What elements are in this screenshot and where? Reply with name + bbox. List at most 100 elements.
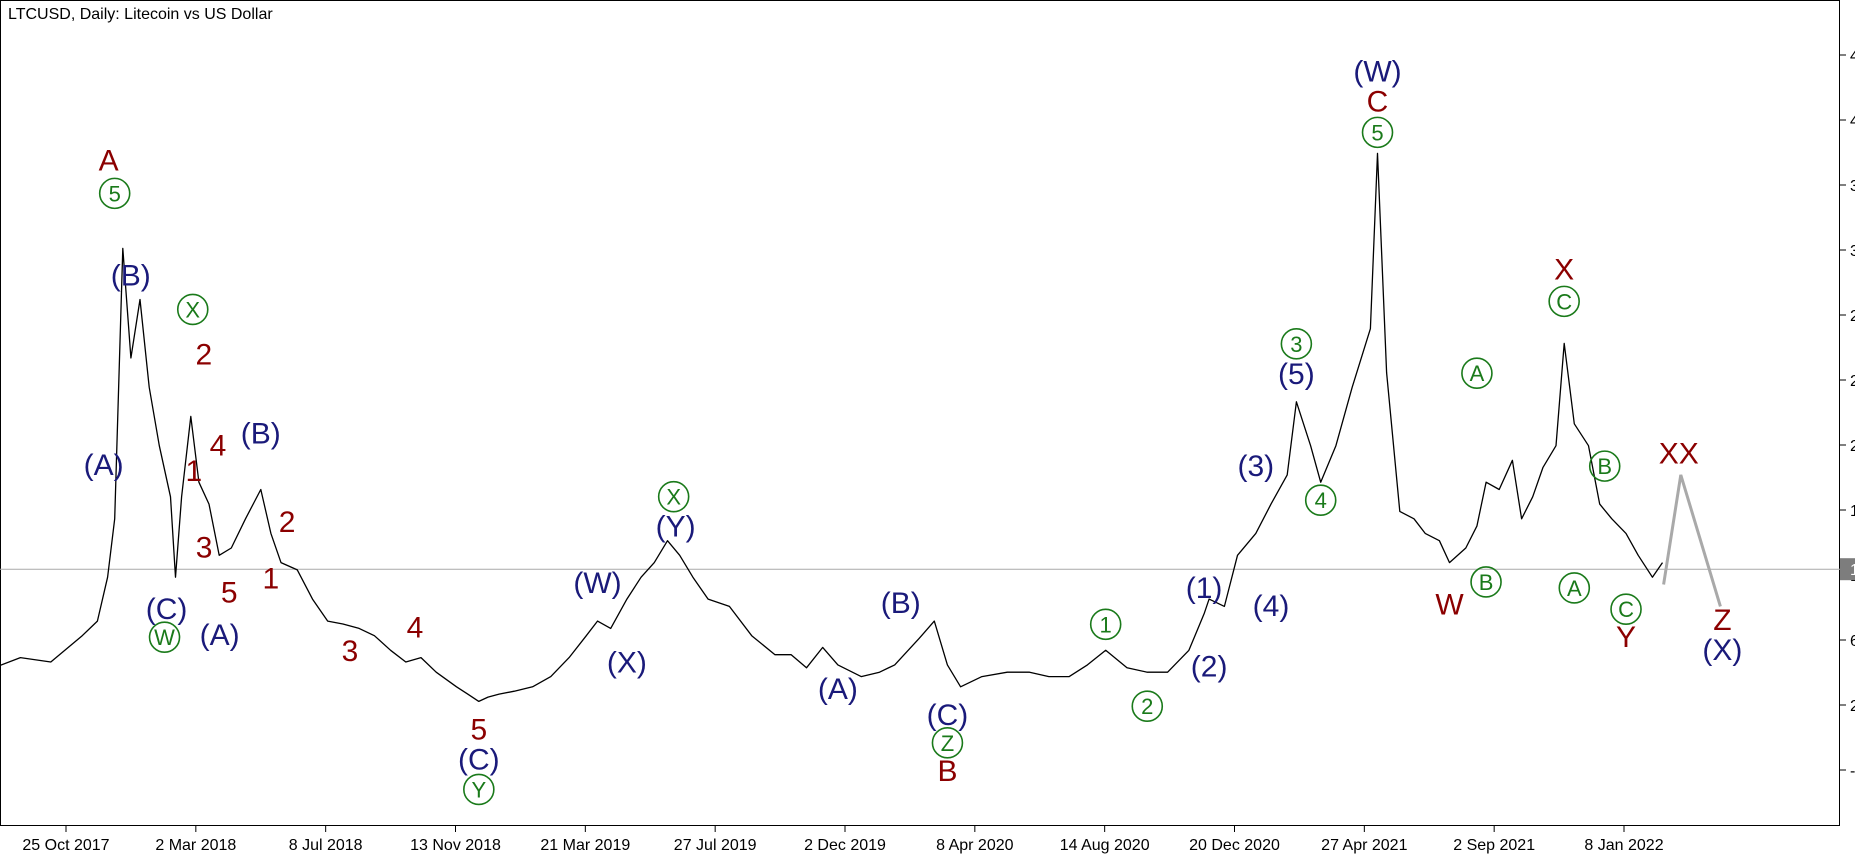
price-series-line bbox=[0, 152, 1664, 703]
wave-label-circle bbox=[1461, 357, 1493, 390]
wave-label: W bbox=[1435, 589, 1464, 622]
x-tick-label: 8 Jan 2022 bbox=[1584, 837, 1663, 854]
y-tick-label: 67.04150 bbox=[1850, 633, 1855, 650]
wave-label: 3 bbox=[342, 635, 359, 668]
wave-label-circle bbox=[1610, 593, 1642, 626]
wave-label-circle bbox=[1558, 572, 1591, 604]
wave-label: Z bbox=[941, 731, 954, 756]
wave-label: A bbox=[1470, 361, 1485, 386]
wave-label: 4 bbox=[1315, 488, 1327, 513]
y-tick-label: 155.98790 bbox=[1850, 503, 1855, 520]
wave-label: C bbox=[1556, 289, 1572, 314]
wave-label-circle bbox=[1548, 285, 1580, 318]
x-tick-label: 2 Sep 2021 bbox=[1453, 837, 1535, 854]
wave-label: (X) bbox=[1702, 634, 1742, 667]
wave-label: A bbox=[1567, 576, 1582, 601]
wave-label: 5 bbox=[109, 181, 121, 206]
wave-label-circle bbox=[1588, 450, 1621, 482]
wave-label-circle bbox=[148, 621, 181, 654]
wave-label: B bbox=[1479, 570, 1494, 595]
y-tick-label: 422.82710 bbox=[1850, 113, 1855, 130]
current-price-box bbox=[1840, 558, 1855, 581]
wave-label: X bbox=[666, 485, 681, 510]
wave-label: 5 bbox=[470, 713, 487, 746]
wave-label: X bbox=[185, 297, 200, 322]
y-tick-label: 378.35390 bbox=[1850, 178, 1855, 195]
wave-label: (2) bbox=[1191, 650, 1228, 683]
wave-label: (B) bbox=[881, 587, 921, 620]
wave-label-circle bbox=[657, 480, 690, 513]
x-tick-label: 27 Jul 2019 bbox=[674, 837, 757, 854]
projection-line bbox=[1662, 474, 1722, 607]
wave-label: (Y) bbox=[656, 511, 696, 544]
wave-label: (4) bbox=[1253, 590, 1290, 623]
wave-label: 5 bbox=[221, 577, 238, 610]
wave-label: XX bbox=[1659, 438, 1699, 471]
wave-label: (B) bbox=[111, 260, 151, 293]
y-tick-label: -21.90490 bbox=[1850, 763, 1855, 780]
wave-label: 4 bbox=[407, 612, 424, 645]
wave-label-circle bbox=[176, 293, 209, 326]
wave-label: 3 bbox=[196, 531, 213, 564]
x-tick-label: 8 Apr 2020 bbox=[936, 837, 1014, 854]
wave-label: (X) bbox=[607, 646, 647, 679]
x-tick-label: 13 Nov 2018 bbox=[410, 837, 501, 854]
plot-frame bbox=[0, 0, 1840, 826]
x-tick-label: 2 Dec 2019 bbox=[804, 837, 886, 854]
current-price-label: 115.49000 bbox=[1850, 562, 1855, 579]
wave-label: 3 bbox=[1290, 332, 1302, 357]
wave-label: (B) bbox=[241, 418, 281, 451]
y-tick-label: 333.88070 bbox=[1850, 243, 1855, 260]
wave-label: 2 bbox=[279, 506, 296, 539]
wave-label-circle bbox=[98, 177, 131, 210]
y-tick-label: 200.46110 bbox=[1850, 438, 1855, 455]
wave-label-circle bbox=[1089, 608, 1122, 641]
wave-label: (A) bbox=[818, 673, 858, 706]
x-tick-label: 21 Mar 2019 bbox=[540, 837, 630, 854]
wave-label: C bbox=[1367, 85, 1389, 118]
wave-label: (3) bbox=[1237, 450, 1274, 483]
wave-label: 1 bbox=[263, 563, 280, 596]
wave-label: B bbox=[937, 755, 957, 788]
wave-label-circle bbox=[463, 773, 495, 806]
wave-label-circle bbox=[1361, 116, 1394, 149]
wave-label-circle bbox=[1280, 328, 1313, 360]
wave-label-circle bbox=[1304, 484, 1337, 517]
x-tick-label: 14 Aug 2020 bbox=[1060, 837, 1150, 854]
wave-label: 2 bbox=[1141, 694, 1153, 719]
wave-label: W bbox=[154, 625, 175, 650]
wave-label: (W) bbox=[1353, 55, 1401, 88]
wave-label: 5 bbox=[1371, 120, 1383, 145]
wave-label: 1 bbox=[185, 455, 202, 488]
wave-label: Y bbox=[471, 777, 486, 802]
wave-label: A bbox=[99, 144, 119, 177]
wave-label: Y bbox=[1616, 621, 1636, 654]
wave-label-circle bbox=[1470, 566, 1502, 598]
wave-label: 2 bbox=[195, 338, 212, 371]
x-tick-label: 27 Apr 2021 bbox=[1321, 837, 1407, 854]
x-tick-label: 8 Jul 2018 bbox=[289, 837, 363, 854]
y-tick-label: 244.93430 bbox=[1850, 373, 1855, 390]
wave-label: 4 bbox=[210, 430, 227, 463]
y-tick-label: 289.40750 bbox=[1850, 308, 1855, 325]
y-tick-label: 22.56830 bbox=[1850, 698, 1855, 715]
wave-label: (5) bbox=[1278, 358, 1315, 391]
wave-label: Z bbox=[1713, 604, 1731, 637]
x-tick-label: 20 Dec 2020 bbox=[1189, 837, 1280, 854]
wave-label: C bbox=[1618, 597, 1634, 622]
wave-label-circle bbox=[1131, 690, 1164, 723]
x-tick-label: 2 Mar 2018 bbox=[155, 837, 236, 854]
wave-label: 1 bbox=[1100, 612, 1112, 637]
y-tick-label: 467.30030 bbox=[1850, 48, 1855, 65]
wave-label: (A) bbox=[200, 619, 240, 652]
chart-title: LTCUSD, Daily: Litecoin vs US Dollar bbox=[8, 6, 273, 23]
wave-label: (C) bbox=[458, 743, 500, 776]
wave-label: (W) bbox=[573, 567, 621, 600]
x-tick-label: 25 Oct 2017 bbox=[22, 837, 109, 854]
wave-label: X bbox=[1554, 253, 1574, 286]
wave-label: (C) bbox=[927, 699, 969, 732]
wave-label: (A) bbox=[84, 449, 124, 482]
wave-label: B bbox=[1597, 454, 1612, 479]
